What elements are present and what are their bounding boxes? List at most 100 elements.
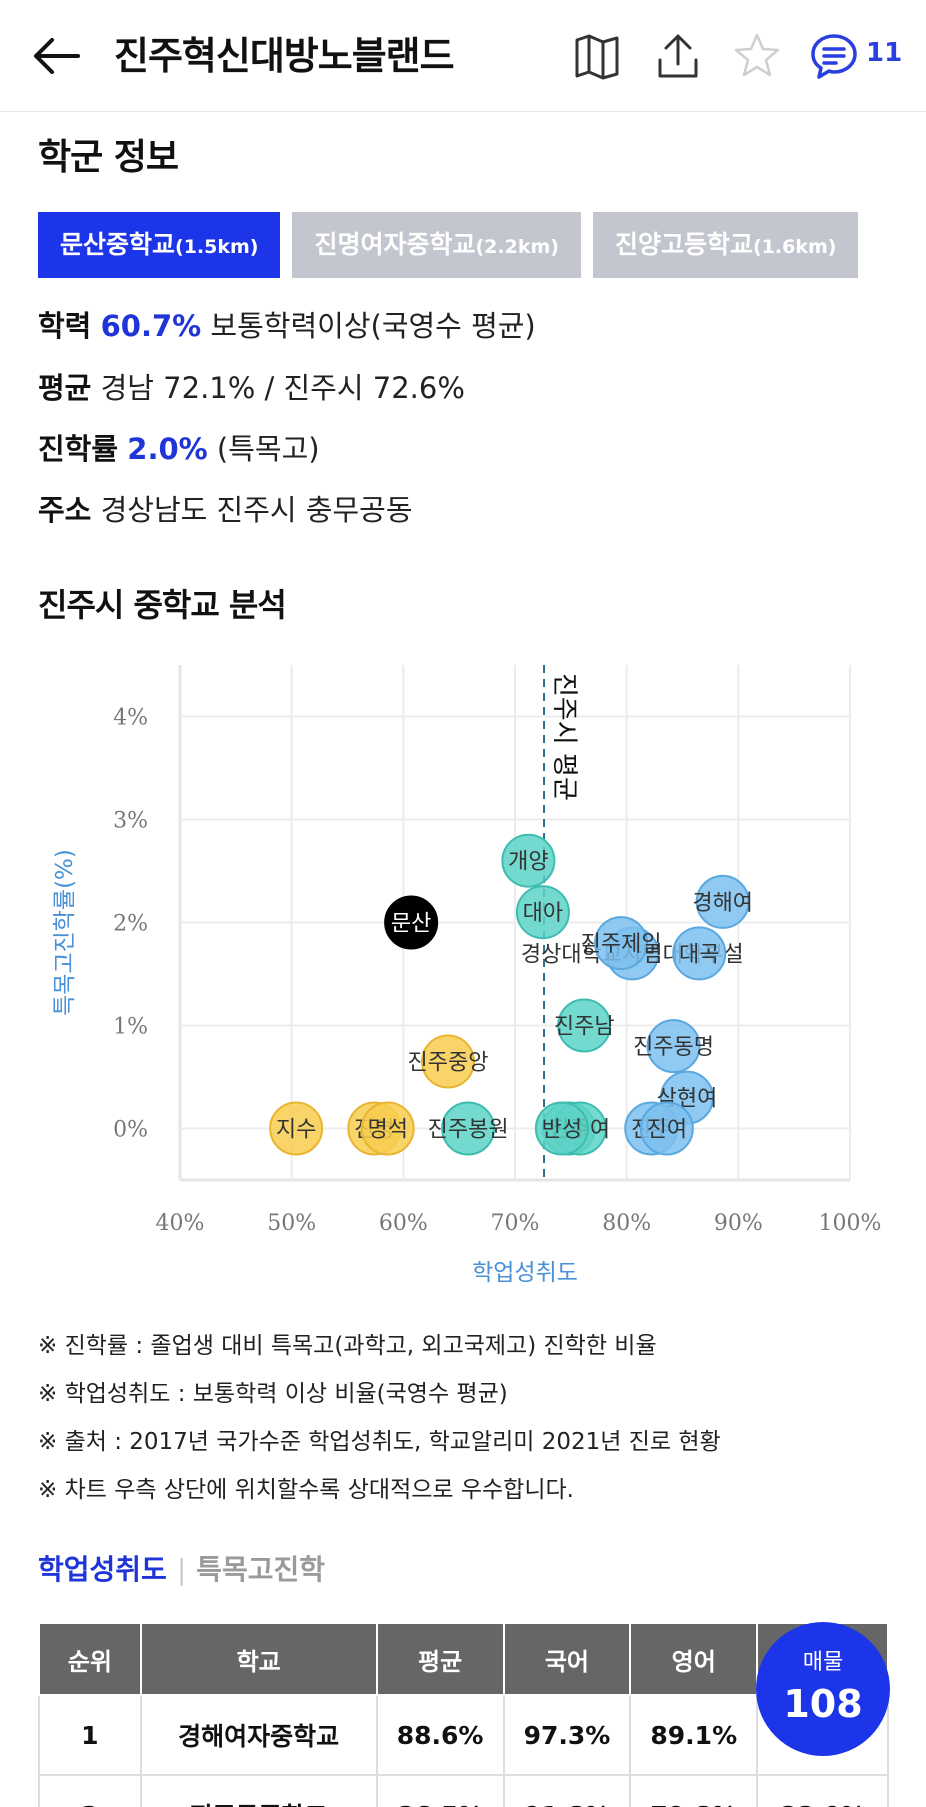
page-title: 진주혁신대방노블랜드 — [114, 34, 455, 78]
data-point-label: 대곡 — [679, 942, 719, 967]
advance-label: 진학률 — [38, 432, 119, 466]
tab-label: 진양고등학교 — [614, 230, 753, 259]
data-point-label: 대아 — [523, 901, 563, 926]
share-icon[interactable] — [652, 30, 704, 82]
table-header-row: 순위 학교 평균 국어 영어 수학 — [38, 1622, 889, 1696]
data-point-label: 명석 — [367, 1118, 407, 1143]
chat-icon[interactable] — [808, 30, 860, 82]
data-point-marker — [639, 1101, 694, 1156]
data-point-label: 진주중앙 — [408, 1051, 489, 1076]
address-value: 경상남도 진주시 충무공동 — [100, 493, 413, 527]
data-point-marker — [501, 833, 556, 888]
note: ※ 학업성취도 : 보통학력 이상 비율(국영수 평균) — [38, 1381, 508, 1407]
cell-average: 88.6% — [375, 1694, 505, 1776]
data-point-marker — [646, 1019, 701, 1074]
data-point-marker — [594, 916, 649, 971]
data-point: 진주중앙 — [408, 1034, 489, 1089]
data-point: 경해여 — [692, 874, 753, 929]
data-point: 진주봉원 — [428, 1101, 509, 1156]
data-point-label: 진주제일 — [581, 932, 662, 957]
data-point-label: 진주봉원 — [428, 1118, 509, 1143]
tab-distance: (1.5km) — [175, 236, 259, 258]
note: ※ 진학률 : 졸업생 대비 특목고(과학고, 외고국제고) 진학한 비율 — [38, 1333, 657, 1359]
y-tick-label: 1% — [113, 1015, 148, 1040]
data-point: 반성 — [534, 1101, 589, 1156]
back-arrow-icon[interactable] — [30, 30, 82, 82]
scatter-chart: 0% 1% 2% 3% 4% 40% 50% 60% 70% 80% 90% 100% 학업성취도 특목고… — [52, 665, 882, 1286]
data-point: 개양 — [501, 833, 556, 888]
average-line-label: 진주시 평균 — [549, 673, 579, 801]
subtab-achievement[interactable]: 학업성취도 — [38, 1553, 167, 1586]
average-label: 평균 — [38, 371, 92, 405]
data-point-label: 진여 — [647, 1118, 687, 1143]
x-tick-label: 70% — [491, 1211, 540, 1236]
advance-desc: (특목고) — [216, 432, 320, 466]
col-average: 평균 — [375, 1622, 505, 1696]
tab-school-2[interactable]: 진명여자중학교(2.2km) — [292, 212, 581, 278]
cell-rank: 2 — [38, 1774, 142, 1807]
cell-rank: 1 — [38, 1694, 142, 1776]
school-tabs: 문산중학교(1.5km) 진명여자중학교(2.2km) 진양고등학교(1.6km) — [38, 212, 888, 278]
ranking-table: 순위 학교 평균 국어 영어 수학 1 경해여자중학교 88.6% 97.3% … — [38, 1622, 889, 1807]
cell-math: 88.0% — [756, 1774, 889, 1807]
star-icon[interactable] — [731, 30, 783, 82]
y-tick-label: 4% — [113, 706, 148, 731]
tab-label: 진명여자중학교 — [314, 230, 476, 259]
achievement-value: 60.7% — [100, 309, 202, 343]
average-value: 경남 72.1% / 진주시 72.6% — [100, 371, 465, 405]
subtab-divider: | — [176, 1553, 187, 1586]
average-line: 평균 경남 72.1% / 진주시 72.6% — [38, 368, 465, 408]
fab-label: 매물 — [802, 1650, 844, 1675]
x-tick-label: 100% — [819, 1211, 882, 1236]
cell-english: 79.8% — [629, 1774, 759, 1807]
data-point: 대아 — [515, 885, 570, 940]
y-tick-label: 2% — [113, 912, 148, 937]
cell-average: 86.5% — [375, 1774, 505, 1807]
comment-count[interactable]: 11 — [866, 38, 903, 68]
data-point: 진여 — [639, 1101, 694, 1156]
y-tick-label: 3% — [113, 809, 148, 834]
cell-english: 89.1% — [629, 1694, 759, 1776]
data-point-label: 경해여 — [692, 891, 753, 916]
map-icon[interactable] — [571, 30, 623, 82]
achievement-line: 학력 60.7% 보통학력이상(국영수 평균) — [38, 306, 536, 346]
y-axis-label: 특목고진학률(%) — [52, 849, 78, 1016]
tab-distance: (1.6km) — [752, 236, 837, 258]
data-point: 진주동명 — [633, 1019, 714, 1074]
x-tick-label: 80% — [602, 1211, 651, 1236]
data-point-marker — [515, 885, 570, 940]
subtab-special-school[interactable]: 특목고진학 — [196, 1553, 326, 1586]
data-point: 진주제일 — [581, 916, 662, 971]
data-point-marker — [421, 1034, 475, 1089]
x-tick-label: 90% — [714, 1211, 763, 1236]
data-point: 지수 — [269, 1101, 324, 1156]
data-point-label: 문산 — [391, 912, 431, 937]
data-point-label: 진주남 — [554, 1015, 615, 1040]
x-tick-label: 60% — [379, 1211, 428, 1236]
data-point-label: 진주동명 — [633, 1035, 714, 1060]
col-school: 학교 — [139, 1622, 378, 1696]
address-label: 주소 — [38, 493, 92, 527]
data-point-marker — [441, 1101, 496, 1156]
address-line: 주소 경상남도 진주시 충무공동 — [38, 490, 413, 530]
data-point: 진주남 — [554, 998, 615, 1053]
tab-school-3[interactable]: 진양고등학교(1.6km) — [592, 212, 859, 278]
tab-school-1[interactable]: 문산중학교(1.5km) — [38, 212, 281, 278]
data-point-marker — [360, 1101, 415, 1156]
notes: ※ 진학률 : 졸업생 대비 특목고(과학고, 외고국제고) 진학한 비율 ※ … — [38, 1328, 721, 1520]
cell-school: 진주동중학교 — [139, 1774, 378, 1807]
achievement-desc: 보통학력이상(국영수 평균) — [210, 309, 536, 343]
app-header: 진주혁신대방노블랜드 11 — [0, 0, 926, 112]
data-point-marker — [384, 895, 439, 950]
data-point-marker — [534, 1101, 589, 1156]
table-row[interactable]: 2 진주동중학교 86.5% 91.8% 79.8% 88.0% — [38, 1774, 889, 1807]
cell-korean: 97.3% — [502, 1694, 632, 1776]
data-point-label: 반성 — [542, 1118, 582, 1143]
data-point-marker — [269, 1101, 324, 1156]
tab-label: 문산중학교 — [60, 230, 176, 259]
data-point-marker — [695, 874, 750, 929]
data-point-label: 지수 — [276, 1118, 316, 1143]
data-point-label: 개양 — [508, 850, 548, 875]
listings-fab[interactable]: 매물 108 — [756, 1622, 890, 1756]
data-point: 문산 — [384, 895, 439, 950]
